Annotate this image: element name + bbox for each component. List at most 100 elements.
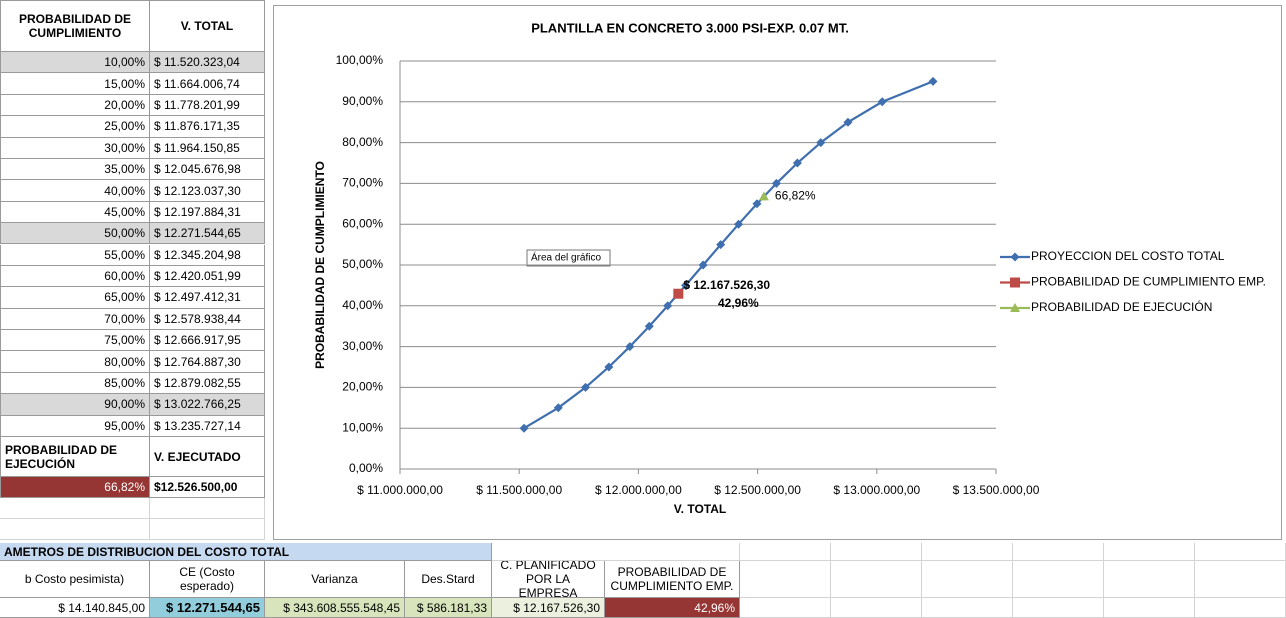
cell[interactable]: 85,00%: [0, 372, 150, 395]
marker: [877, 97, 887, 107]
cell[interactable]: 55,00%: [0, 244, 150, 266]
x-tick-label: $ 13.000.000,00: [833, 483, 920, 497]
cell[interactable]: $ 586.181,33: [405, 598, 492, 618]
marker: [644, 321, 654, 331]
cell[interactable]: 10,00%: [0, 52, 150, 74]
empty-cell[interactable]: [740, 543, 831, 561]
cell[interactable]: $12.526.500,00: [150, 477, 265, 498]
empty-cell[interactable]: [831, 561, 922, 598]
cell[interactable]: $ 12.666.917,95: [150, 330, 265, 352]
empty-cell[interactable]: [0, 498, 150, 519]
marker: [1010, 303, 1020, 312]
cell[interactable]: $ 11.520.323,04: [150, 52, 265, 74]
marker: [792, 158, 802, 168]
cell[interactable]: V. TOTAL: [150, 0, 265, 52]
cell[interactable]: Varianza: [265, 561, 405, 598]
cell[interactable]: 60,00%: [0, 265, 150, 288]
cell[interactable]: 75,00%: [0, 330, 150, 352]
cell[interactable]: 66,82%: [0, 477, 150, 498]
data-label: 66,82%: [775, 189, 816, 203]
cell[interactable]: $ 12.497.412,31: [150, 287, 265, 309]
x-tick-label: $ 11.000.000,00: [357, 483, 443, 497]
cell[interactable]: $ 12.271.544,65: [150, 223, 265, 245]
marker: [752, 199, 762, 209]
y-tick-label: 40,00%: [342, 298, 383, 312]
data-label: $ 12.167.526,30: [683, 278, 770, 292]
y-tick-label: 10,00%: [342, 420, 383, 434]
cell[interactable]: PROBABILIDAD DE CUMPLIMIENTO EMP.: [605, 561, 740, 598]
cell[interactable]: 80,00%: [0, 351, 150, 373]
cell[interactable]: 45,00%: [0, 201, 150, 224]
tooltip: Área del gráfico: [531, 251, 601, 264]
empty-cell[interactable]: [1104, 543, 1195, 561]
cell[interactable]: 30,00%: [0, 137, 150, 159]
empty-cell[interactable]: [0, 519, 150, 540]
cell[interactable]: AMETROS DE DISTRIBUCION DEL COSTO TOTAL: [0, 543, 492, 561]
empty-cell[interactable]: [492, 543, 740, 561]
empty-cell[interactable]: [1104, 561, 1195, 598]
marker: [758, 191, 769, 201]
chart-area[interactable]: [273, 5, 1282, 540]
marker: [1010, 277, 1020, 288]
cell[interactable]: $ 11.778.201,99: [150, 94, 265, 117]
cell[interactable]: $ 12.271.544,65: [150, 598, 265, 618]
marker: [604, 362, 614, 372]
cell[interactable]: $ 12.764.887,30: [150, 351, 265, 373]
cell[interactable]: PROBABILIDAD DE EJECUCIÓN: [0, 437, 150, 477]
marker: [771, 178, 781, 188]
cell[interactable]: b Costo pesimista): [0, 561, 150, 598]
cell[interactable]: $ 12.167.526,30: [492, 598, 605, 618]
empty-cell[interactable]: [1013, 561, 1104, 598]
y-tick-label: 70,00%: [342, 176, 383, 190]
empty-cell[interactable]: [740, 561, 831, 598]
empty-cell[interactable]: [150, 498, 265, 519]
x-tick-label: $ 13.500.000,00: [953, 483, 1040, 497]
marker: [734, 219, 744, 229]
cell[interactable]: Des.Stard: [405, 561, 492, 598]
cell[interactable]: 40,00%: [0, 180, 150, 202]
cell[interactable]: 95,00%: [0, 415, 150, 437]
cell[interactable]: $ 13.235.727,14: [150, 415, 265, 437]
cell[interactable]: C. PLANIFICADO POR LA EMPRESA: [492, 561, 605, 598]
y-tick-label: 90,00%: [342, 94, 383, 108]
y-tick-label: 50,00%: [342, 257, 383, 271]
cell[interactable]: $ 12.578.938,44: [150, 308, 265, 331]
cell[interactable]: $ 12.123.037,30: [150, 180, 265, 202]
cell[interactable]: $ 343.608.555.548,45: [265, 598, 405, 618]
y-tick-label: 60,00%: [342, 216, 383, 230]
empty-cell[interactable]: [150, 519, 265, 540]
cell[interactable]: PROBABILIDAD DE CUMPLIMIENTO: [0, 0, 150, 52]
marker: [553, 403, 563, 413]
x-axis-title: V. TOTAL: [674, 502, 726, 516]
empty-cell[interactable]: [831, 543, 922, 561]
empty-cell[interactable]: [922, 543, 1013, 561]
cell[interactable]: $ 12.045.676,98: [150, 158, 265, 181]
cell[interactable]: $ 11.664.006,74: [150, 73, 265, 95]
cell[interactable]: $ 12.879.082,55: [150, 372, 265, 395]
marker: [625, 342, 635, 352]
marker: [581, 382, 591, 392]
cell[interactable]: 90,00%: [0, 394, 150, 416]
marker: [843, 117, 853, 127]
cell[interactable]: 20,00%: [0, 94, 150, 117]
x-tick-label: $ 12.500.000,00: [714, 483, 801, 497]
cell[interactable]: 15,00%: [0, 73, 150, 95]
cell[interactable]: 25,00%: [0, 116, 150, 138]
cell[interactable]: $ 12.197.884,31: [150, 201, 265, 224]
cell[interactable]: 65,00%: [0, 287, 150, 309]
empty-cell[interactable]: [1013, 543, 1104, 561]
cell[interactable]: $ 13.022.766,25: [150, 394, 265, 416]
x-tick-label: $ 11.500.000,00: [476, 483, 562, 497]
cell[interactable]: 35,00%: [0, 158, 150, 181]
cell[interactable]: 70,00%: [0, 308, 150, 331]
cell[interactable]: $ 12.420.051,99: [150, 265, 265, 288]
cell[interactable]: $ 11.964.150,85: [150, 137, 265, 159]
cell[interactable]: 50,00%: [0, 223, 150, 245]
data-label: 42,96%: [718, 296, 759, 310]
empty-cell[interactable]: [922, 561, 1013, 598]
cell[interactable]: $ 12.345.204,98: [150, 244, 265, 266]
legend-label: PROBABILIDAD DE EJECUCIÓN: [1031, 299, 1212, 314]
cell[interactable]: V. EJECUTADO: [150, 437, 265, 477]
cell[interactable]: CE (Costo esperado): [150, 561, 265, 598]
cell[interactable]: $ 11.876.171,35: [150, 116, 265, 138]
